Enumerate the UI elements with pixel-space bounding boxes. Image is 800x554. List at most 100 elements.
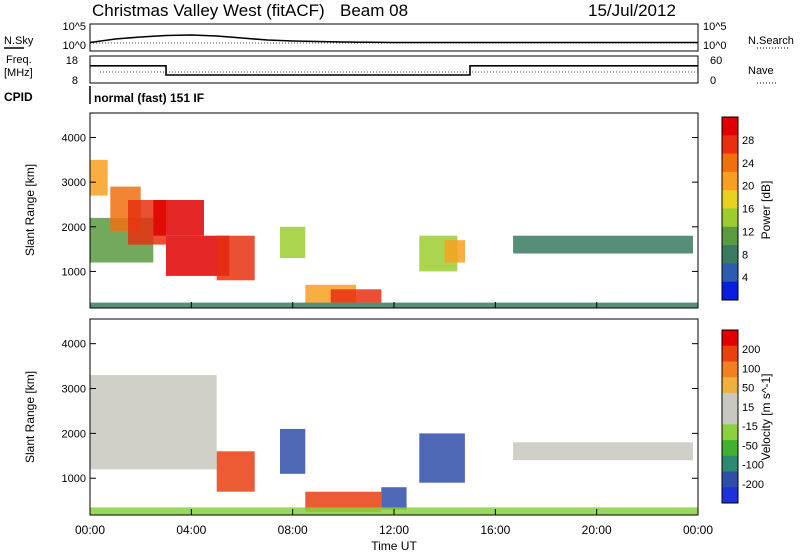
velocity-colorbar: 200 100 50 15 -15 -50 -100 -200 bbox=[721, 329, 764, 504]
x-tick-label: 08:00 bbox=[278, 523, 308, 537]
colorbar-swatch bbox=[722, 245, 738, 264]
y-tick-label: 4000 bbox=[62, 339, 86, 351]
freq-panel-frame bbox=[89, 55, 699, 84]
x-tick-label: 16:00 bbox=[480, 523, 510, 537]
heatmap-cell bbox=[153, 200, 204, 236]
colorbar-tick-label: 24 bbox=[742, 158, 754, 170]
colorbar-swatch bbox=[722, 345, 738, 362]
power-colorbar: 4 8 12 16 20 24 28 bbox=[721, 116, 754, 301]
colorbar-tick-label: 8 bbox=[742, 249, 748, 261]
velocity-y-axis: 1000 2000 3000 4000 bbox=[62, 339, 698, 485]
colorbar-swatch bbox=[722, 281, 738, 301]
nsky-series-line bbox=[89, 34, 698, 44]
noise-panel: N.Sky 10^5 10^0 10^5 10^0 N.Search bbox=[4, 21, 794, 52]
x-tick-label: 12:00 bbox=[379, 523, 409, 537]
colorbar-swatch bbox=[722, 455, 738, 472]
x-tick-label: 00:00 bbox=[75, 523, 105, 537]
power-y-axis-label: Slant Range [km] bbox=[23, 164, 37, 256]
colorbar-swatch bbox=[722, 263, 738, 283]
colorbar-tick-label: 28 bbox=[742, 135, 754, 147]
colorbar-swatch bbox=[722, 171, 738, 191]
colorbar-swatch bbox=[722, 440, 738, 457]
colorbar-swatch bbox=[722, 408, 738, 425]
colorbar-tick-label: 100 bbox=[742, 363, 760, 375]
nsky-tick-low: 10^0 bbox=[62, 40, 86, 52]
y-tick-label: 4000 bbox=[62, 133, 86, 145]
date-label: 15/Jul/2012 bbox=[588, 1, 676, 20]
colorbar-swatch bbox=[722, 471, 738, 488]
x-tick-label: 20:00 bbox=[582, 523, 612, 537]
freq-label: Freq. bbox=[6, 54, 32, 66]
colorbar-tick-label: -15 bbox=[742, 421, 758, 433]
colorbar-swatch bbox=[722, 190, 738, 209]
freq-tick-low: 8 bbox=[72, 75, 78, 87]
colorbar-tick-label: 12 bbox=[742, 226, 754, 238]
colorbar-tick-label: 16 bbox=[742, 204, 754, 216]
colorbar-tick-label: -200 bbox=[742, 479, 764, 491]
nave-label: Nave bbox=[748, 65, 774, 77]
y-tick-label: 3000 bbox=[62, 384, 86, 396]
heatmap-cell bbox=[330, 289, 382, 303]
x-axis-label: Time UT bbox=[371, 539, 417, 553]
heatmap-cell bbox=[90, 375, 217, 470]
heatmap-cell bbox=[513, 235, 693, 254]
y-tick-label: 1000 bbox=[62, 473, 86, 485]
y-tick-label: 3000 bbox=[62, 177, 86, 189]
heatmap-cell bbox=[419, 433, 465, 483]
y-tick-label: 1000 bbox=[62, 266, 86, 278]
colorbar-swatch bbox=[722, 424, 738, 441]
colorbar-tick-label: -100 bbox=[742, 460, 764, 472]
freq-series-line bbox=[90, 65, 698, 76]
heatmap-cell bbox=[90, 159, 108, 196]
y-tick-label: 2000 bbox=[62, 428, 86, 440]
power-colorbar-label: Power [dB] bbox=[759, 181, 773, 240]
colorbar-swatch bbox=[722, 487, 738, 504]
freq-unit: [MHz] bbox=[4, 67, 33, 79]
colorbar-swatch bbox=[722, 135, 738, 155]
nsearch-tick-high: 10^5 bbox=[703, 21, 727, 33]
velocity-panel: 1000 2000 3000 4000 Slant Range [km] bbox=[23, 318, 699, 516]
x-tick-label: 04:00 bbox=[176, 523, 206, 537]
nave-tick-low: 0 bbox=[710, 75, 716, 87]
colorbar-frame bbox=[721, 116, 739, 301]
heatmap-cell bbox=[216, 451, 255, 492]
velocity-y-axis-label: Slant Range [km] bbox=[23, 371, 37, 463]
heatmap-cell bbox=[513, 442, 693, 461]
colorbar-tick-label: 20 bbox=[742, 181, 754, 193]
heatmap-cell bbox=[280, 428, 306, 474]
nave-tick-high: 60 bbox=[710, 55, 722, 67]
colorbar-tick-label: 50 bbox=[742, 383, 754, 395]
colorbar-swatch bbox=[722, 377, 738, 394]
nsky-tick-high: 10^5 bbox=[62, 21, 86, 33]
beam-label: Beam 08 bbox=[340, 1, 408, 20]
colorbar-swatch bbox=[722, 392, 738, 410]
noise-panel-frame bbox=[89, 23, 699, 52]
colorbar-swatch bbox=[722, 117, 738, 136]
heatmap-cell bbox=[216, 235, 255, 281]
colorbar-tick-label: -50 bbox=[742, 440, 758, 452]
nsearch-label: N.Search bbox=[748, 35, 794, 47]
colorbar-tick-label: 200 bbox=[742, 344, 760, 356]
colorbar-tick-label: 15 bbox=[742, 402, 754, 414]
y-tick-label: 2000 bbox=[62, 222, 86, 234]
colorbar-frame bbox=[721, 329, 739, 504]
heatmap-cell bbox=[280, 226, 306, 258]
heatmap-cell bbox=[305, 491, 382, 512]
colorbar-swatch bbox=[722, 226, 738, 246]
heatmap-cell bbox=[444, 240, 465, 263]
velocity-colorbar-label: Velocity [m s^-1] bbox=[759, 374, 773, 461]
colorbar-swatch bbox=[722, 330, 738, 347]
nsky-label: N.Sky bbox=[4, 35, 34, 47]
colorbar-tick-label: 4 bbox=[742, 272, 748, 284]
heatmap-cell bbox=[381, 487, 407, 510]
x-tick-label: 00:00 bbox=[683, 523, 713, 537]
nsearch-tick-low: 10^0 bbox=[703, 40, 727, 52]
cpid-value: normal (fast) 151 IF bbox=[94, 91, 204, 105]
freq-tick-high: 18 bbox=[66, 55, 78, 67]
power-panel: 1000 2000 3000 4000 Slant Range [km] bbox=[23, 112, 699, 309]
station-title: Christmas Valley West (fitACF) bbox=[92, 1, 325, 20]
cpid-label: CPID bbox=[4, 90, 33, 104]
time-x-axis: 00:00 04:00 08:00 12:00 16:00 20:00 00:00 bbox=[75, 302, 713, 537]
colorbar-swatch bbox=[722, 153, 738, 173]
